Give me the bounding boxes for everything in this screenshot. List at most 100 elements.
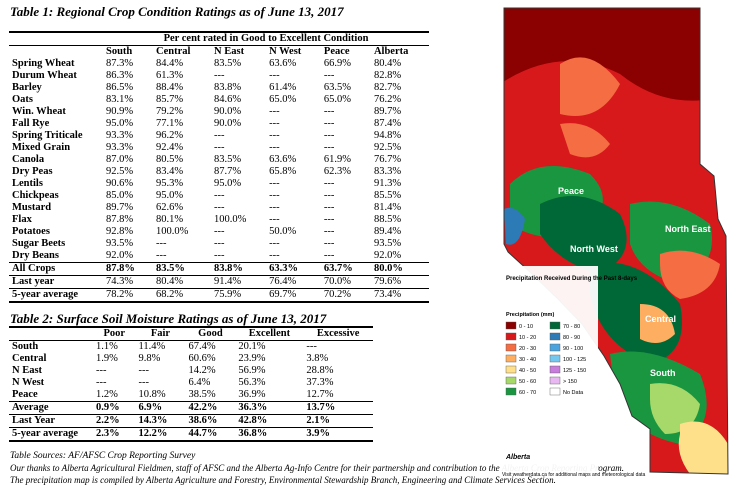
total-cell: 87.8% <box>106 263 135 274</box>
moisture-cell: --- <box>96 365 107 376</box>
map-credit-note: The precipitation map is compiled by Alb… <box>10 475 556 485</box>
legend-swatch <box>505 321 517 330</box>
crop-name: Flax <box>12 214 32 225</box>
rating-cell: --- <box>214 202 225 213</box>
table-row: Dry Peas 92.5% 83.4% 87.7% 65.8% 62.3% 83.3% <box>9 166 429 178</box>
rating-cell: --- <box>214 70 225 81</box>
table-row: Chickpeas 85.0% 95.0% --- --- --- 85.5% <box>9 190 429 202</box>
total-label: Last Year <box>12 415 56 426</box>
rating-cell: --- <box>214 190 225 201</box>
table1-column-header: N East <box>214 46 245 57</box>
table-row: Peace 1.2% 10.8% 38.5% 36.9% 12.7% <box>9 389 373 402</box>
legend-label: 60 - 70 <box>519 390 536 396</box>
rating-cell: 82.8% <box>373 70 402 81</box>
legend-label: 30 - 40 <box>519 357 536 363</box>
table-row: Lentils 90.6% 95.3% 95.0% --- --- 91.3% <box>9 178 429 190</box>
rating-cell: 93.3% <box>106 130 134 141</box>
table-row: Dry Beans 92.0% --- --- --- --- 92.0% <box>9 250 429 263</box>
rating-cell: --- <box>269 130 280 141</box>
moisture-cell: --- <box>96 377 107 388</box>
rating-cell: --- <box>214 130 225 141</box>
region-name: Central <box>12 353 47 364</box>
total-cell: 70.2% <box>323 289 352 300</box>
rating-cell: 93.5% <box>373 238 402 249</box>
rating-cell: 85.7% <box>156 94 184 105</box>
rating-cell: 84.4% <box>156 58 184 69</box>
rating-cell: --- <box>269 238 280 249</box>
moisture-cell: 67.4% <box>188 341 216 352</box>
table1-header-span-row: Per cent rated in Good to Excellent Cond… <box>9 32 429 46</box>
total-cell: 78.2% <box>106 289 134 300</box>
table-total-row: 5-year average 78.2% 68.2% 75.9% 69.7% 70.2% 7… <box>9 288 429 303</box>
legend-label: > 150 <box>563 379 577 385</box>
total-cell: 36.3% <box>238 402 268 413</box>
legend-swatch <box>549 365 561 374</box>
rating-cell: --- <box>156 238 167 249</box>
legend-label: 70 - 80 <box>563 324 580 330</box>
moisture-cell: --- <box>138 377 149 388</box>
rating-cell: --- <box>269 118 280 129</box>
rating-cell: 61.3% <box>156 70 184 81</box>
rating-cell: 77.1% <box>156 118 184 129</box>
rating-cell: 96.2% <box>156 130 184 141</box>
rating-cell: 83.5% <box>214 154 242 165</box>
total-cell: 79.6% <box>373 276 402 287</box>
moisture-cell: 3.8% <box>306 353 329 364</box>
precipitation-map: Peace North East North West Central Sout… <box>500 7 729 478</box>
rating-cell: 50.0% <box>269 226 297 237</box>
rating-cell: --- <box>323 202 335 213</box>
crop-name: Lentils <box>12 178 43 189</box>
rating-cell: 89.7% <box>373 106 402 117</box>
rating-cell: --- <box>323 190 335 201</box>
total-label: 5-year average <box>12 428 78 439</box>
rating-cell: 80.5% <box>156 154 184 165</box>
legend-swatch <box>549 376 561 385</box>
rating-cell: 66.9% <box>323 58 352 69</box>
moisture-cell: --- <box>138 365 149 376</box>
crop-name: Potatoes <box>12 226 50 237</box>
table2-column-header: Excellent <box>235 327 304 341</box>
table-row: Win. Wheat 90.9% 79.2% 90.0% --- --- 89.7% <box>9 106 429 118</box>
total-cell: 0.9% <box>96 402 120 413</box>
crop-name: Mustard <box>12 202 52 213</box>
map-logo: Alberta <box>505 454 530 461</box>
total-cell: 13.7% <box>306 402 336 413</box>
rating-cell: --- <box>269 202 280 213</box>
rating-cell: 87.3% <box>106 58 134 69</box>
rating-cell: 94.8% <box>373 130 402 141</box>
total-cell: 63.3% <box>269 263 298 274</box>
region-name: N West <box>12 377 45 388</box>
moisture-cell: 1.2% <box>96 389 118 400</box>
map-legend: 0 - 10 10 - 20 20 - 30 30 - 40 40 - 50 50 - 6… <box>505 321 586 396</box>
rating-cell: 85.5% <box>373 190 402 201</box>
rating-cell: 83.4% <box>156 166 184 177</box>
legend-swatch <box>505 376 517 385</box>
legend-swatch <box>549 387 561 396</box>
crop-name: Dry Beans <box>12 250 59 261</box>
total-cell: 83.8% <box>214 263 243 274</box>
crop-name: Fall Rye <box>12 118 50 129</box>
total-cell: 42.2% <box>188 402 218 413</box>
moisture-cell: 23.9% <box>238 353 266 364</box>
legend-label: 0 - 10 <box>519 324 533 330</box>
total-cell: 36.8% <box>238 428 268 439</box>
legend-label: 80 - 90 <box>563 335 580 341</box>
crop-name: Spring Triticale <box>12 130 83 141</box>
rating-cell: --- <box>323 142 335 153</box>
rating-cell: --- <box>323 226 335 237</box>
total-cell: 2.2% <box>96 415 120 426</box>
legend-label: 50 - 60 <box>519 379 536 385</box>
total-cell: 83.5% <box>156 263 185 274</box>
crop-name: Mixed Grain <box>12 142 71 153</box>
rating-cell: 100.0% <box>214 214 247 225</box>
rating-cell: 83.8% <box>214 82 242 93</box>
moisture-cell: 1.1% <box>96 341 118 352</box>
total-cell: 38.6% <box>188 415 218 426</box>
total-cell: 3.9% <box>306 428 330 439</box>
rating-cell: --- <box>269 190 280 201</box>
table2-corner <box>9 327 93 341</box>
crop-name: Canola <box>12 154 45 165</box>
rating-cell: 76.7% <box>373 154 402 165</box>
rating-cell: 79.2% <box>156 106 184 117</box>
moisture-cell: 14.2% <box>188 365 216 376</box>
